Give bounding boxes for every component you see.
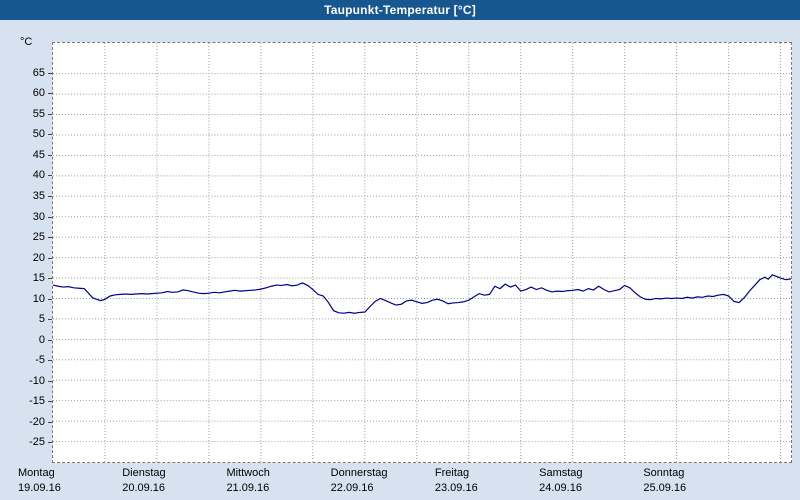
y-axis-tick-label: -5 bbox=[35, 354, 45, 367]
y-axis-tick-mark bbox=[48, 93, 52, 95]
plot-area bbox=[53, 43, 791, 462]
x-axis-day-label: Sonntag 25.09.16 bbox=[643, 466, 743, 496]
y-axis-tick-mark bbox=[48, 339, 52, 341]
x-axis-day-label: Dienstag 20.09.16 bbox=[122, 466, 222, 496]
y-axis-tick-mark bbox=[48, 216, 52, 218]
y-axis-tick-label: 60 bbox=[32, 87, 45, 100]
x-axis-day-label: Montag 19.09.16 bbox=[18, 466, 118, 496]
y-axis-tick-mark bbox=[48, 442, 52, 444]
window-title: Taupunkt-Temperatur [°C] bbox=[324, 3, 476, 17]
window-titlebar: Taupunkt-Temperatur [°C] bbox=[0, 0, 800, 20]
day-name: Donnerstag bbox=[330, 467, 388, 479]
dewpoint-line bbox=[53, 274, 791, 314]
y-axis-tick-mark bbox=[48, 257, 52, 259]
y-axis-unit-label: °C bbox=[20, 36, 33, 48]
y-axis-tick-label: 40 bbox=[32, 169, 45, 182]
day-date: 24.09.16 bbox=[539, 482, 582, 494]
y-axis-tick-label: 5 bbox=[38, 313, 45, 326]
x-axis-day-label: Freitag 23.09.16 bbox=[435, 466, 535, 496]
day-name: Dienstag bbox=[122, 467, 166, 479]
y-axis-tick-mark bbox=[48, 380, 52, 382]
y-axis-tick-mark bbox=[48, 360, 52, 362]
y-axis-tick-label: 65 bbox=[32, 66, 45, 79]
y-axis-tick-mark bbox=[48, 319, 52, 321]
y-axis-tick-mark bbox=[48, 237, 52, 239]
day-date: 23.09.16 bbox=[434, 482, 478, 494]
y-axis-tick-label: 35 bbox=[32, 190, 45, 203]
y-axis-tick-label: -25 bbox=[29, 436, 45, 449]
y-axis-tick-label: 30 bbox=[32, 210, 45, 223]
y-axis-tick-mark bbox=[48, 113, 52, 115]
y-axis-tick-mark bbox=[48, 421, 52, 423]
y-axis-tick-mark bbox=[48, 175, 52, 177]
day-date: 21.09.16 bbox=[226, 482, 270, 494]
y-axis-tick-label: 25 bbox=[32, 231, 45, 244]
day-date: 20.09.16 bbox=[122, 482, 166, 494]
y-axis-tick-mark bbox=[48, 278, 52, 280]
day-name: Sonntag bbox=[643, 467, 685, 479]
y-axis-tick-label: 50 bbox=[32, 128, 45, 141]
y-axis-tick-label: 15 bbox=[32, 272, 45, 285]
x-axis-day-label: Samstag 24.09.16 bbox=[539, 466, 639, 496]
day-name: Freitag bbox=[434, 467, 470, 479]
y-axis-tick-label: -10 bbox=[29, 374, 45, 387]
day-date: 22.09.16 bbox=[330, 482, 374, 494]
y-axis-tick-mark bbox=[48, 154, 52, 156]
x-axis-day-label: Donnerstag 22.09.16 bbox=[331, 466, 431, 496]
day-name: Montag bbox=[18, 467, 55, 479]
y-axis-tick-mark bbox=[48, 298, 52, 300]
day-name: Mittwoch bbox=[226, 467, 270, 479]
y-axis-tick-label: -15 bbox=[29, 395, 45, 408]
y-axis-tick-mark bbox=[48, 134, 52, 136]
plot-frame bbox=[52, 42, 792, 463]
y-axis-tick-mark bbox=[48, 72, 52, 74]
day-date: 19.09.16 bbox=[18, 482, 61, 494]
y-axis-tick-label: 0 bbox=[38, 333, 45, 346]
day-date: 25.09.16 bbox=[643, 482, 687, 494]
y-axis-tick-label: 55 bbox=[32, 107, 45, 120]
y-axis-tick-label: -20 bbox=[29, 415, 45, 428]
y-axis-tick-label: 10 bbox=[32, 292, 45, 305]
y-axis-tick-mark bbox=[48, 401, 52, 403]
y-axis-tick-label: 45 bbox=[32, 148, 45, 161]
x-axis-day-label: Mittwoch 21.09.16 bbox=[226, 466, 326, 496]
y-axis-tick-label: 20 bbox=[32, 251, 45, 264]
y-axis-tick-mark bbox=[48, 196, 52, 198]
day-name: Samstag bbox=[539, 467, 583, 479]
